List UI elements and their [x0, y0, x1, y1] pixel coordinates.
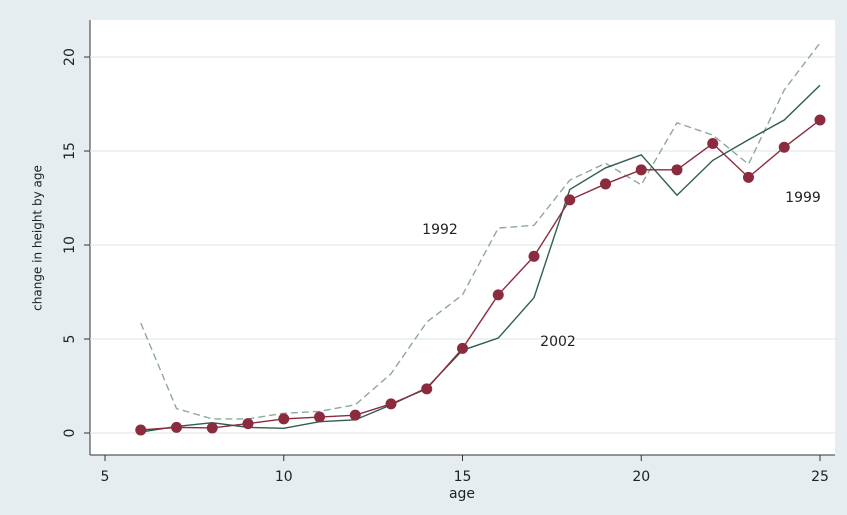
point	[635, 164, 647, 176]
x-tick-label: 15	[454, 469, 472, 485]
point	[707, 138, 719, 150]
x-tick-label: 20	[632, 469, 650, 485]
point	[457, 342, 468, 354]
point	[278, 413, 290, 425]
series-label: 2002	[540, 334, 576, 350]
y-tick-label: 15	[62, 142, 78, 160]
point	[135, 424, 147, 436]
y-axis-label: change in height by age	[31, 165, 45, 311]
point	[564, 194, 576, 206]
series-line	[140, 42, 821, 420]
y-tick-label: 10	[62, 236, 78, 254]
plot-area	[90, 20, 835, 455]
point	[349, 409, 361, 421]
y-tick-label: 20	[62, 48, 78, 66]
series-label: 1999	[785, 190, 821, 206]
point	[492, 289, 504, 301]
y-tick-label: 0	[62, 429, 78, 438]
series-line	[140, 119, 821, 431]
point	[314, 411, 326, 423]
y-tick-label: 5	[62, 335, 78, 344]
x-tick-label: 25	[811, 469, 829, 485]
point	[385, 398, 397, 410]
point	[242, 418, 254, 430]
point	[528, 250, 540, 262]
point	[599, 178, 611, 190]
series-line	[140, 84, 821, 433]
point	[742, 171, 754, 183]
point	[171, 421, 183, 433]
point	[814, 114, 826, 126]
point	[421, 383, 433, 395]
x-tick-label: 5	[101, 469, 110, 485]
x-axis-label: age	[449, 486, 475, 502]
point	[778, 141, 790, 153]
x-tick-label: 10	[275, 469, 293, 485]
point	[206, 422, 218, 434]
point	[671, 164, 683, 176]
series-label: 1992	[422, 222, 458, 238]
